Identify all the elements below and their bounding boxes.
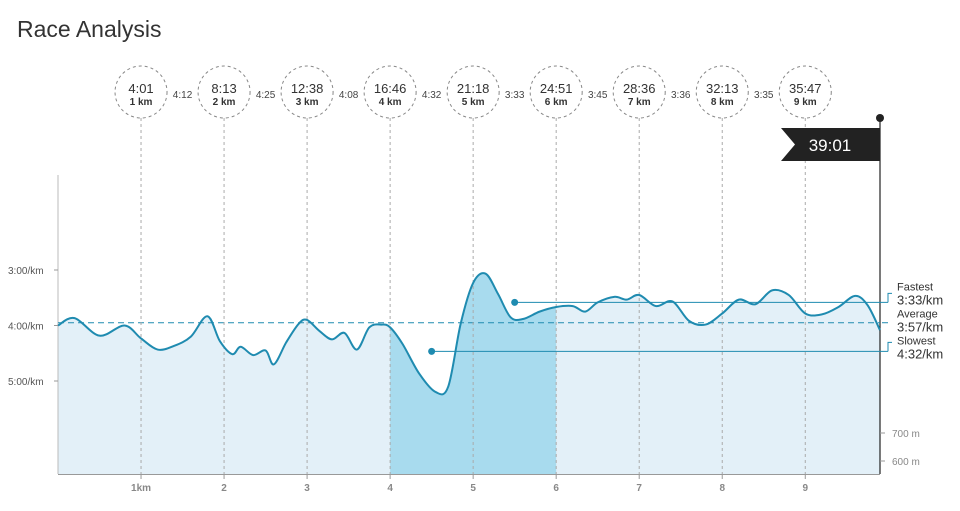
split-pace: 4:25 [256, 90, 276, 101]
finish-layer: 39:01 [781, 114, 884, 161]
y-tick-label: 5:00/km [8, 377, 44, 388]
split-marker[interactable]: 12:383 km [280, 65, 334, 474]
fastest-value: 3:33/km [897, 292, 943, 307]
x-tick-label: 9 [802, 483, 808, 494]
elev-tick-label: 700 m [892, 429, 920, 440]
split-distance: 5 km [462, 97, 485, 108]
split-marker[interactable]: 8:132 km [197, 65, 251, 474]
split-circle [114, 65, 168, 119]
split-pace: 3:33 [505, 90, 525, 101]
x-tick-label: 8 [719, 483, 725, 494]
x-tick-label: 3 [304, 483, 310, 494]
split-circle [446, 65, 500, 119]
split-pace: 3:36 [671, 90, 691, 101]
split-marker[interactable]: 21:185 km [446, 65, 500, 474]
slowest-label: Slowest [897, 335, 936, 347]
average-value: 3:57/km [897, 320, 943, 335]
split-circle [363, 65, 417, 119]
split-pace: 4:32 [422, 90, 442, 101]
split-marker[interactable]: 28:367 km [612, 65, 666, 474]
x-tick-label: 6 [553, 483, 559, 494]
split-circle [280, 65, 334, 119]
split-distance: 9 km [794, 97, 817, 108]
finish-time: 39:01 [809, 136, 852, 155]
split-distance: 7 km [628, 97, 651, 108]
y-tick-label: 4:00/km [8, 322, 44, 333]
x-tick-label: 7 [636, 483, 642, 494]
split-time: 21:18 [457, 81, 490, 96]
split-time: 8:13 [211, 81, 236, 96]
elev-tick-label: 600 m [892, 457, 920, 468]
split-time: 4:01 [128, 81, 153, 96]
split-marker[interactable]: 4:011 km [114, 65, 168, 474]
axes-layer: 3:00/km 4:00/km 5:00/km 1km 2 3 4 5 6 7 8 9 700 m 600… [8, 120, 920, 494]
x-tick-label: 1km [131, 483, 151, 494]
split-pace: 3:35 [754, 90, 774, 101]
split-marker[interactable]: 35:479 km [778, 65, 832, 474]
split-circle [695, 65, 749, 119]
split-circle [612, 65, 666, 119]
highlighted-segment[interactable] [58, 273, 880, 474]
splits-layer: 4:011 km 4:12 8:132 km 4:25 12:383 km 4:08 16:… [114, 65, 832, 474]
average-label: Average [897, 309, 938, 321]
split-distance: 3 km [296, 97, 319, 108]
split-marker[interactable]: 24:516 km [529, 65, 583, 474]
x-tick-label: 2 [221, 483, 227, 494]
split-time: 35:47 [789, 81, 822, 96]
split-distance: 4 km [379, 97, 402, 108]
page-title: Race Analysis [17, 16, 162, 42]
split-circle [197, 65, 251, 119]
split-time: 16:46 [374, 81, 407, 96]
split-pace: 3:45 [588, 90, 608, 101]
split-marker[interactable]: 32:138 km [695, 65, 749, 474]
split-distance: 8 km [711, 97, 734, 108]
pace-line [57, 272, 881, 396]
finish-flag[interactable] [781, 128, 880, 161]
split-pace: 4:08 [339, 90, 359, 101]
y-tick-label: 3:00/km [8, 266, 44, 277]
split-distance: 1 km [130, 97, 153, 108]
split-time: 24:51 [540, 81, 573, 96]
fastest-bracket [887, 292, 892, 303]
split-pace: 4:12 [173, 90, 193, 101]
split-time: 12:38 [291, 81, 324, 96]
x-tick-label: 4 [387, 483, 393, 494]
finish-dot [876, 114, 884, 122]
slowest-value: 4:32/km [897, 346, 943, 361]
split-distance: 6 km [545, 97, 568, 108]
slowest-bracket [887, 341, 892, 352]
x-tick-label: 5 [470, 483, 476, 494]
fastest-label: Fastest [897, 281, 933, 293]
split-circle [529, 65, 583, 119]
split-time: 28:36 [623, 81, 656, 96]
pace-area-layer [58, 273, 880, 474]
split-distance: 2 km [213, 97, 236, 108]
split-marker[interactable]: 16:464 km [363, 65, 417, 474]
split-circle [778, 65, 832, 119]
pace-line-layer [57, 272, 881, 396]
split-time: 32:13 [706, 81, 739, 96]
